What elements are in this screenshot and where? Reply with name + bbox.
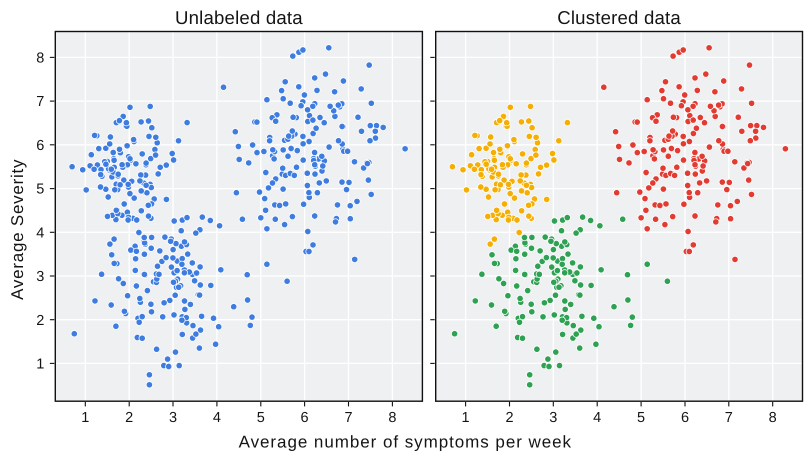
svg-text:7: 7 (725, 410, 733, 426)
svg-text:3: 3 (36, 269, 44, 285)
svg-text:8: 8 (388, 410, 396, 426)
svg-text:2: 2 (125, 410, 133, 426)
svg-text:Average Severity: Average Severity (8, 159, 27, 300)
svg-text:7: 7 (344, 410, 352, 426)
svg-text:8: 8 (769, 410, 777, 426)
svg-text:2: 2 (36, 313, 44, 329)
svg-text:7: 7 (36, 94, 44, 110)
svg-text:6: 6 (301, 410, 309, 426)
svg-text:8: 8 (36, 51, 44, 67)
svg-text:5: 5 (637, 410, 645, 426)
svg-text:4: 4 (213, 410, 221, 426)
svg-text:3: 3 (169, 410, 177, 426)
svg-text:Unlabeled data: Unlabeled data (175, 7, 303, 28)
svg-text:4: 4 (593, 410, 601, 426)
svg-text:1: 1 (36, 357, 44, 373)
svg-text:6: 6 (681, 410, 689, 426)
svg-text:5: 5 (36, 182, 44, 198)
svg-text:Clustered data: Clustered data (557, 7, 681, 28)
svg-text:2: 2 (505, 410, 513, 426)
svg-text:Average number of symptoms per: Average number of symptoms per week (239, 433, 572, 452)
svg-text:3: 3 (549, 410, 557, 426)
svg-text:5: 5 (257, 410, 265, 426)
svg-text:1: 1 (462, 410, 470, 426)
svg-text:1: 1 (81, 410, 89, 426)
svg-text:6: 6 (36, 138, 44, 154)
svg-text:4: 4 (36, 225, 44, 241)
